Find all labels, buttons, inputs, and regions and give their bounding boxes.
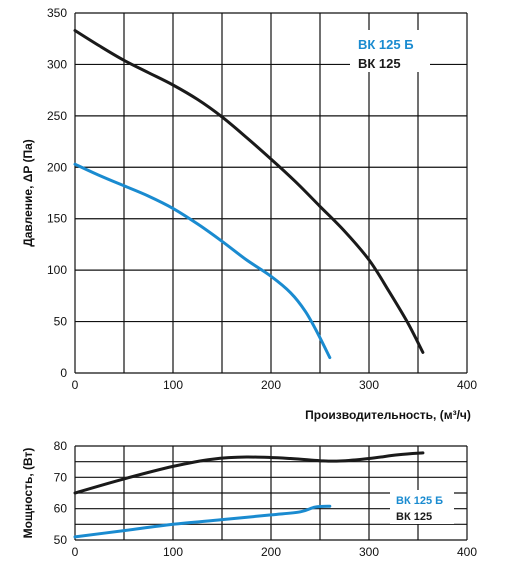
pressure-y-tick-label: 100 <box>47 263 67 277</box>
power-x-tick-label: 300 <box>359 545 379 559</box>
power-chart-ticks: 0 100 200 300 400 50 60 70 80 <box>54 439 478 559</box>
pressure-y-tick-label: 250 <box>47 109 67 123</box>
pressure-y-tick-label: 50 <box>54 315 68 329</box>
pressure-y-axis-label: Давление, ΔP (Па) <box>21 139 35 247</box>
pressure-y-tick-label: 0 <box>60 366 67 380</box>
pressure-y-tick-label: 350 <box>47 6 67 20</box>
power-legend-bk125b: ВК 125 Б <box>396 495 443 507</box>
power-y-tick-label: 80 <box>54 439 68 453</box>
power-y-tick-label: 60 <box>54 502 68 516</box>
pressure-series-line-bk125 <box>73 29 425 354</box>
pressure-y-tick-label: 200 <box>47 160 67 174</box>
pressure-x-tick-label: 0 <box>72 378 79 392</box>
pressure-legend-box <box>350 30 430 72</box>
power-y-axis-label: Мощность, (Вт) <box>21 448 35 539</box>
power-series-line-bk125b <box>73 504 332 539</box>
pressure-y-tick-label: 300 <box>47 57 67 71</box>
pressure-legend-bk125: ВК 125 <box>358 56 401 71</box>
pressure-x-tick-label: 100 <box>163 378 183 392</box>
pressure-x-axis-label: Производительность, (м³/ч) <box>305 408 471 422</box>
power-chart-grid <box>74 445 468 541</box>
power-x-tick-label: 400 <box>457 545 477 559</box>
power-y-tick-label: 50 <box>54 533 68 547</box>
pressure-y-tick-label: 150 <box>47 212 67 226</box>
pressure-chart-grid <box>74 12 468 374</box>
pressure-x-tick-label: 400 <box>457 378 477 392</box>
pressure-x-tick-label: 300 <box>359 378 379 392</box>
pressure-chart-series <box>73 29 425 360</box>
pressure-chart-ticks: 0 100 200 300 400 0 50 100 150 200 250 300 350 <box>47 6 477 392</box>
power-x-tick-label: 100 <box>163 545 183 559</box>
power-chart-series <box>73 451 425 539</box>
power-chart: 0 100 200 300 400 50 60 70 80 Мощность, (Вт) ВК … <box>21 439 477 559</box>
power-legend-bk125: ВК 125 <box>396 511 432 523</box>
power-legend-box <box>390 490 454 524</box>
pressure-chart: 0 100 200 300 400 0 50 100 150 200 250 300 350 Давле… <box>21 6 477 422</box>
power-x-tick-label: 200 <box>261 545 281 559</box>
power-series-line-bk125 <box>73 451 425 495</box>
pressure-legend-bk125b: ВК 125 Б <box>358 37 414 52</box>
pressure-x-tick-label: 200 <box>261 378 281 392</box>
power-y-tick-label: 70 <box>54 470 68 484</box>
pressure-series-line-bk125b <box>73 162 332 360</box>
power-x-tick-label: 0 <box>72 545 79 559</box>
